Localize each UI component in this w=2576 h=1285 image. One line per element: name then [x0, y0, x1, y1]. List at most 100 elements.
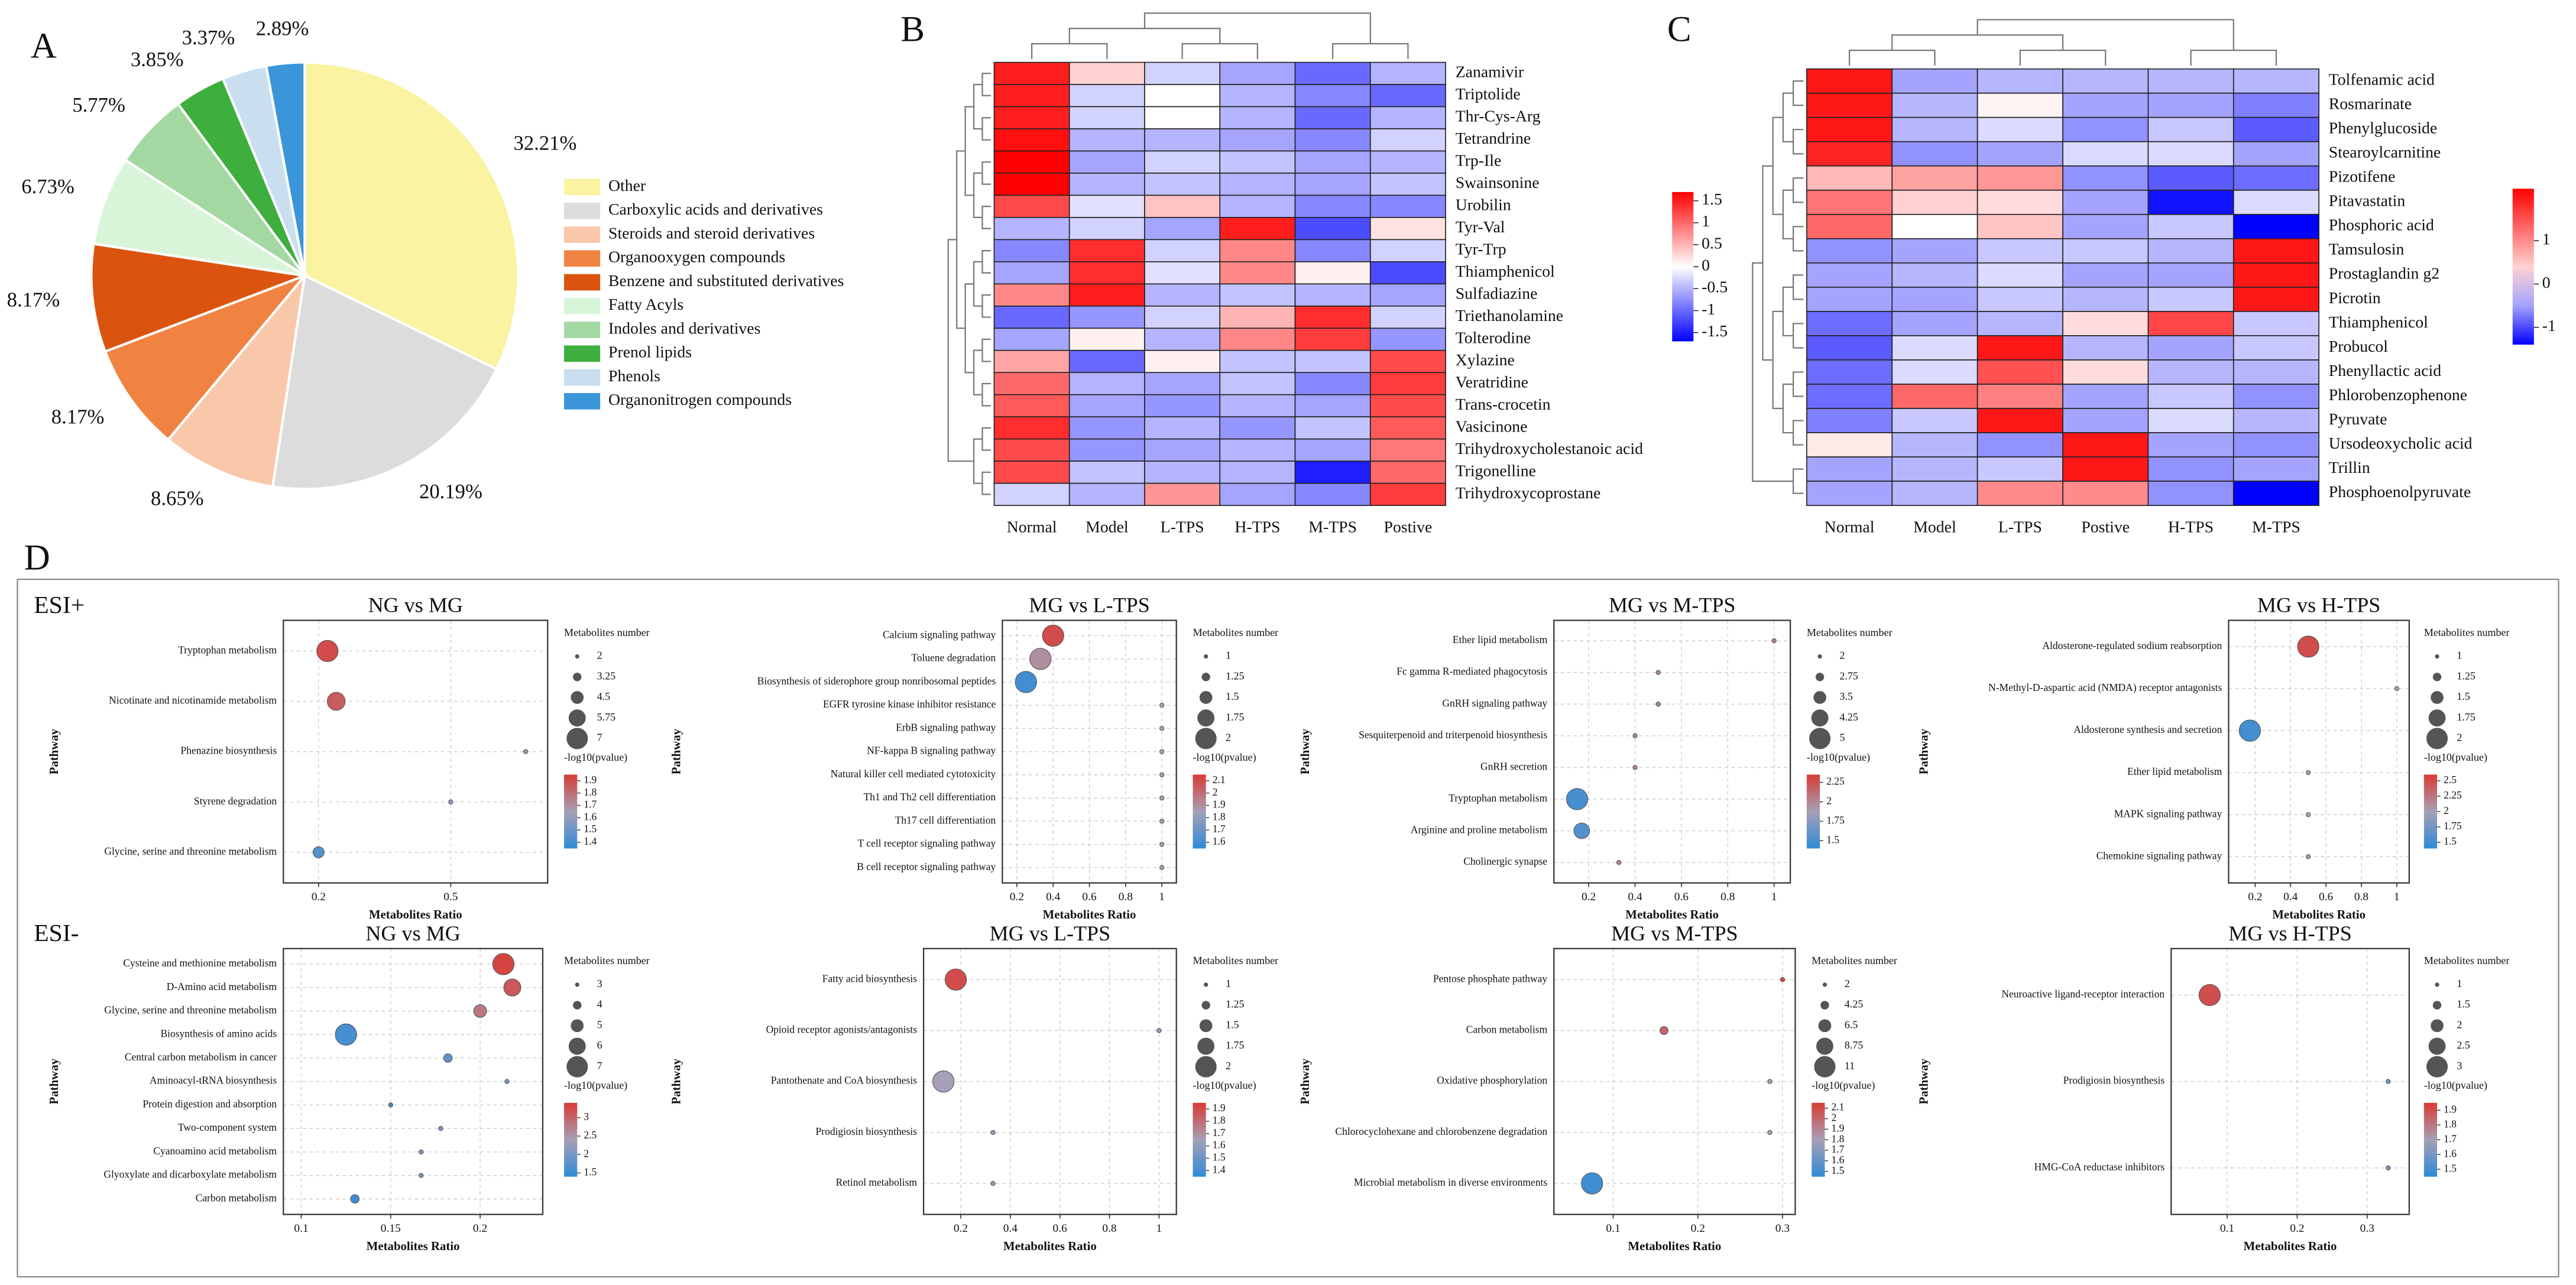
heatmap-cell: [2232, 68, 2319, 94]
heatmap-cell: [1294, 482, 1371, 506]
heatmap-cell: [2062, 359, 2149, 385]
row-label: Sulfadiazine: [1456, 284, 1538, 303]
x-tick-label: 0.6: [1674, 891, 1689, 903]
x-tick-label: 0.2: [954, 1222, 968, 1235]
heatmap-cell: [1068, 150, 1145, 174]
heatmap-cell: [1219, 283, 1296, 307]
heatmap-cell: [1219, 349, 1296, 374]
size-legend-label: 6: [597, 1039, 602, 1051]
heatmap-cell: [993, 261, 1070, 285]
colorbar-tick-label: 1.75: [2444, 820, 2462, 832]
legend-label: Benzene and substituted derivatives: [608, 272, 844, 290]
bubble: [1159, 842, 1165, 847]
category-label: Cholinergic synapse: [1463, 855, 1547, 867]
heatmap-cell: [1891, 335, 1978, 361]
bubble: [932, 1070, 955, 1093]
size-legend-title: Metabolites number: [2424, 955, 2510, 966]
heatmap-cell: [2232, 456, 2319, 482]
colorbar-tick-label: 0: [2542, 274, 2551, 292]
bubble: [492, 953, 515, 975]
bubble: [438, 1126, 443, 1131]
size-legend-mark: [2428, 1037, 2446, 1055]
heatmap-cell: [2147, 335, 2234, 361]
x-tick-label: 0.2: [1010, 891, 1024, 903]
size-legend-label: 1.5: [1226, 1018, 1239, 1030]
category-label: D-Amino acid metabolism: [167, 981, 277, 992]
colorbar-tick-label: -0.5: [1702, 278, 1728, 297]
heatmap-cell: [1219, 394, 1296, 418]
category-label: Fatty acid biosynthesis: [822, 972, 917, 984]
row-label: Phlorobenzophenone: [2329, 386, 2467, 404]
pie-slice: [90, 242, 310, 353]
size-legend-label: 1.25: [1226, 670, 1245, 682]
x-tick-label: 0.1: [1606, 1222, 1620, 1235]
heatmap-cell: [1294, 283, 1371, 307]
category-label: Carbon metabolism: [1466, 1024, 1548, 1036]
size-legend-mark: [2431, 1019, 2444, 1033]
heatmap-cell: [993, 61, 1070, 85]
heatmap-cell: [993, 239, 1070, 262]
heatmap-cell: [1294, 150, 1371, 174]
category-label: ErbB signaling pathway: [896, 721, 996, 733]
colorbar-tick-label: 1.7: [2444, 1133, 2457, 1144]
category-label: Retinol metabolism: [836, 1176, 918, 1188]
heatmap-cell: [2062, 287, 2149, 312]
heatmap-cell: [993, 173, 1070, 196]
heatmap-cell: [1144, 128, 1221, 152]
colorbar-tick-label: 1.8: [2444, 1118, 2457, 1130]
x-tick-label: 0.2: [2248, 891, 2262, 903]
slice-label: 8.17%: [7, 288, 60, 311]
heatmap-cell: [1976, 165, 2063, 191]
dendrogram: [1752, 80, 1804, 494]
heatmap-cell: [1144, 327, 1221, 351]
size-legend-label: 3: [597, 978, 602, 989]
y-axis-label: Pathway: [47, 1058, 61, 1104]
heatmap-cell: [1068, 372, 1145, 395]
heatmap-cell: [1219, 150, 1296, 174]
row-label: Trigonelline: [1456, 462, 1536, 480]
heatmap-cell: [1976, 141, 2063, 167]
color-legend-title: -log10(pvalue): [1807, 751, 1870, 764]
size-legend-mark: [1204, 982, 1208, 987]
heatmap-cell: [1294, 194, 1371, 218]
bubble: [316, 640, 339, 662]
x-tick-label: 1: [2394, 891, 2400, 903]
heatmap-cell: [1369, 61, 1446, 85]
heatmap-cell: [1294, 106, 1371, 129]
bubble: [1015, 671, 1037, 693]
heatmap-cell: [1219, 482, 1296, 506]
heatmap-cell: [2147, 359, 2234, 385]
heatmap-cell: [1219, 261, 1296, 285]
colorbar: [564, 1102, 578, 1177]
row-label: Tolterodine: [1456, 329, 1531, 347]
column-label: Model: [1913, 518, 1956, 536]
dendrogram: [1848, 19, 2277, 66]
category-label: Carbon metabolism: [196, 1192, 277, 1203]
heatmap-cell: [1068, 61, 1145, 85]
heatmap-cell: [993, 349, 1070, 374]
heatmap-cell: [1369, 261, 1446, 285]
category-label: Fc gamma R-mediated phagocytosis: [1396, 666, 1547, 677]
size-legend-mark: [2428, 709, 2446, 727]
heatmap-cell: [1891, 116, 1978, 142]
category-label: B cell receptor signaling pathway: [857, 861, 996, 872]
bubble: [419, 1173, 424, 1178]
heatmap-cell: [1219, 460, 1296, 484]
heatmap-cell: [1068, 394, 1145, 418]
heatmap-cell: [1806, 68, 1893, 94]
size-legend-mark: [1816, 1037, 1833, 1055]
heatmap-cell: [1369, 438, 1446, 462]
category-label: Chemokine signaling pathway: [2097, 849, 2222, 861]
x-axis-label: Metabolites Ratio: [369, 907, 462, 921]
legend-swatch: [564, 250, 601, 267]
color-legend-title: -log10(pvalue): [564, 751, 627, 764]
heatmap-cell: [1806, 481, 1893, 506]
dendrogram: [947, 73, 991, 495]
category-label: Protein digestion and absorption: [142, 1098, 277, 1109]
row-label: Urobilin: [1456, 196, 1511, 215]
column-label: M-TPS: [2252, 518, 2300, 536]
x-tick-label: 0.4: [2283, 891, 2298, 903]
heatmap-cell: [2232, 384, 2319, 409]
x-tick-label: 0.8: [2354, 891, 2368, 903]
size-legend-mark: [2431, 691, 2444, 704]
